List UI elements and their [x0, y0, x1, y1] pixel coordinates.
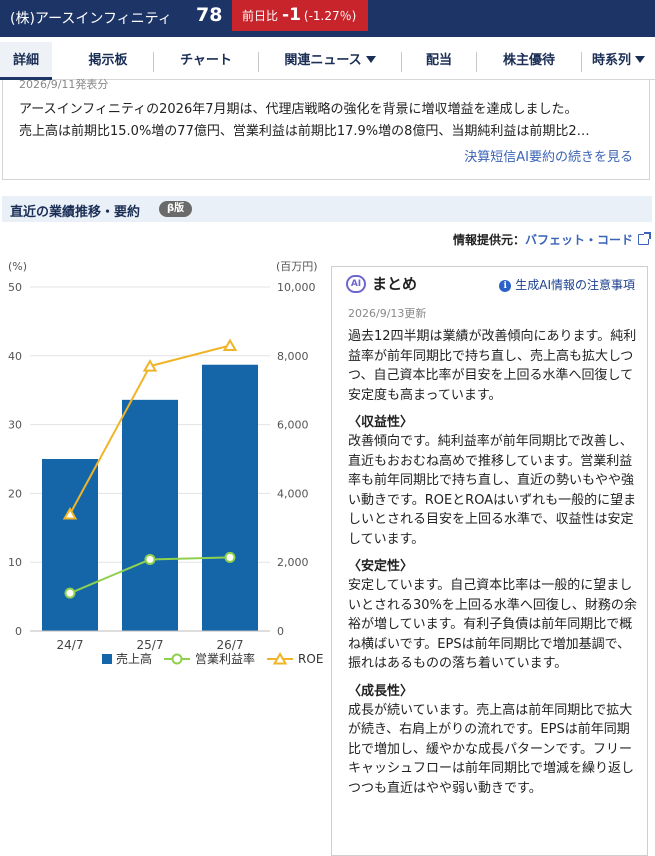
left-axis-tick: 10: [8, 556, 22, 569]
tab-bar: 詳細 掲示板 チャート 関連ニュース 配当 株主優待 時系列: [0, 42, 655, 80]
stock-header: (株)アースインフィニティ 78 前日比 -1 (-1.27％): [0, 0, 655, 37]
left-axis-tick: 40: [8, 350, 22, 363]
ai-section-text-stability: 安定しています。自己資本比率は一般的に望ましいとされる30%を上回る水準へ回復し…: [348, 578, 637, 671]
right-axis-tick: 6,000: [277, 419, 309, 432]
ai-section-heading-growth: 〈成長性〉: [348, 683, 414, 699]
bar-24-7: [42, 459, 98, 631]
point-circle: [224, 551, 236, 563]
change-value: -1: [282, 5, 301, 25]
legend-circle-marker: [171, 653, 183, 665]
category-label: 24/7: [57, 638, 84, 652]
tab-news[interactable]: 関連ニュース: [259, 42, 401, 80]
legend-triangle-marker: [272, 652, 288, 665]
performance-chart: 0 10 20 30 40 50 0 2,000 4,000 6,000 8,000 10,000 (%…: [8, 260, 323, 666]
tab-news-label: 関連ニュース: [284, 53, 362, 68]
ai-notice-label: 生成AI情報の注意事項: [515, 278, 635, 292]
right-axis-tick: 8,000: [277, 350, 309, 363]
ai-section-text-profitability: 改善傾向です。純利益率が前年同期比で改善し、直近もおおむね高めで推移しています。…: [348, 434, 637, 547]
tab-history[interactable]: 時系列: [582, 42, 655, 80]
tab-detail[interactable]: 詳細: [0, 42, 52, 80]
legend-label: ROE: [298, 652, 323, 666]
point-triangle: [62, 507, 78, 520]
left-axis-unit: (%): [8, 260, 27, 273]
summary-date: 2026/9/11発表分: [19, 78, 109, 91]
summary-more-link[interactable]: 決算短信AI要約の続きを見る: [464, 150, 633, 165]
legend-bar-swatch: [102, 654, 112, 664]
summary-line: アースインフィニティの2026年7月期は、代理店戦略の強化を背景に増収増益を達成…: [19, 102, 578, 117]
section-title: 直近の業績推移・要約: [10, 205, 141, 220]
provider-label: 情報提供元：: [452, 233, 525, 247]
ai-notice-link[interactable]: i 生成AI情報の注意事項: [499, 276, 635, 293]
category-label: 25/7: [137, 638, 164, 652]
caret-down-icon: [365, 56, 376, 63]
tab-shareholder-benefits[interactable]: 株主優待: [502, 53, 555, 68]
info-icon: i: [499, 280, 512, 292]
right-axis-tick: 4,000: [277, 487, 309, 500]
tab-divider: [258, 52, 259, 72]
ai-updated-date: 2026/9/13更新: [348, 307, 427, 320]
tab-divider: [581, 52, 582, 72]
right-axis-tick: 10,000: [277, 281, 316, 294]
left-axis-tick: 0: [15, 625, 22, 638]
tab-chart[interactable]: チャート: [180, 53, 232, 68]
company-name: (株)アースインフィニティ: [10, 11, 172, 27]
price-change-badge: 前日比 -1 (-1.27％): [232, 0, 369, 31]
change-percent: (-1.27％): [303, 9, 357, 23]
ai-icon: AI: [346, 275, 366, 293]
right-axis-tick: 2,000: [277, 556, 309, 569]
point-circle: [64, 587, 76, 599]
summary-line: 売上高は前期比15.0%増の77億円、営業利益は前期比17.9%増の8億円、当期…: [19, 124, 590, 139]
tab-divider: [153, 52, 154, 72]
tab-dividend[interactable]: 配当: [425, 53, 452, 68]
point-circle: [144, 553, 156, 565]
tab-divider: [401, 52, 402, 72]
caret-down-icon: [635, 56, 645, 63]
left-axis-tick: 20: [8, 487, 22, 500]
bar-25-7: [122, 399, 178, 631]
beta-badge: β版: [159, 201, 193, 217]
ai-intro-text: 過去12四半期は業績が改善傾向にあります。純利益率が前年同期比で持ち直し、売上高…: [348, 329, 637, 403]
ai-section-text-growth: 成長が続いています。売上高は前年同期比で拡大が続き、右肩上がりの流れです。EPS…: [348, 702, 635, 796]
ai-section-heading-profitability: 〈収益性〉: [348, 415, 414, 430]
section-header: 直近の業績推移・要約 β版: [2, 196, 652, 222]
stock-price: 78: [196, 4, 223, 26]
tab-history-label: 時系列: [591, 53, 631, 68]
point-triangle: [222, 338, 238, 351]
data-provider: 情報提供元：バフェット・コード: [452, 231, 651, 248]
ai-summary-panel: AI まとめ i 生成AI情報の注意事項 2026/9/13更新 過去12四半期は…: [331, 266, 648, 856]
earnings-summary-box: 2026/9/11発表分 アースインフィニティの2026年7月期は、代理店戦略の…: [2, 78, 650, 180]
provider-link[interactable]: バフェット・コード: [524, 233, 633, 247]
ai-summary-title: まとめ: [372, 275, 418, 293]
ai-summary-body: 過去12四半期は業績が改善傾向にあります。純利益率が前年同期比で持ち直し、売上高…: [348, 327, 638, 798]
bar-26-7: [202, 364, 258, 631]
left-axis-tick: 30: [8, 419, 22, 432]
legend-label: 営業利益率: [195, 651, 255, 666]
tab-divider: [476, 52, 477, 72]
legend-label: 売上高: [116, 651, 152, 666]
point-triangle: [142, 359, 158, 372]
external-link-icon[interactable]: [638, 232, 651, 245]
category-label: 26/7: [217, 638, 244, 652]
left-axis-tick: 50: [8, 281, 22, 294]
change-label: 前日比: [242, 9, 279, 23]
right-axis-tick: 0: [277, 625, 284, 638]
tab-board[interactable]: 掲示板: [88, 53, 128, 68]
right-axis-unit: (百万円): [276, 260, 318, 273]
ai-section-heading-stability: 〈安定性〉: [348, 559, 414, 574]
